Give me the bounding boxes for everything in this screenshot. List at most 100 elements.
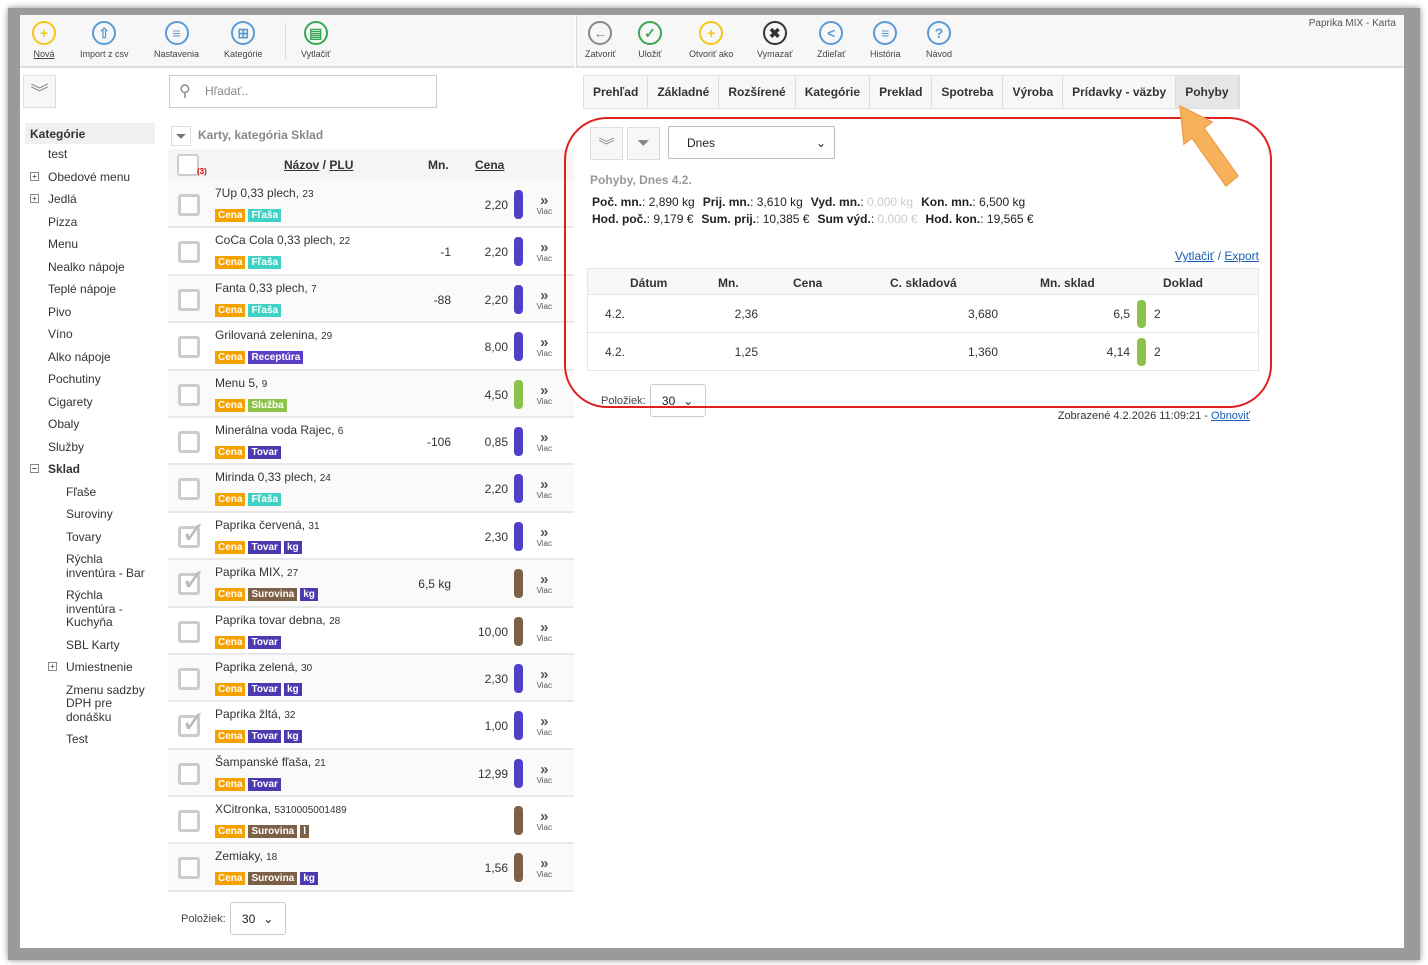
sort-by-plu[interactable]: PLU: [329, 158, 354, 172]
list-item[interactable]: Menu 5, 9 Cena Služba 4,50 » Viac: [168, 370, 574, 418]
toolbar-button-n-vod[interactable]: ? Návod: [926, 21, 952, 59]
select-all-checkbox[interactable]: [177, 154, 199, 176]
more-button[interactable]: » Viac: [537, 288, 552, 311]
toolbar-button-nov-[interactable]: + Nová: [32, 21, 56, 59]
sidebar-item[interactable]: + Jedlá: [25, 189, 155, 212]
list-item[interactable]: Minerálna voda Rajec, 6 Cena Tovar -106 0,85…: [168, 418, 574, 466]
expand-icon[interactable]: +: [30, 171, 39, 181]
period-select[interactable]: Dnes ⌄: [668, 126, 835, 159]
row-checkbox[interactable]: [178, 563, 206, 598]
row-checkbox[interactable]: [178, 810, 200, 833]
print-link[interactable]: Vytlačiť: [1174, 249, 1215, 263]
sidebar-item[interactable]: Fľaše: [25, 482, 155, 505]
tab-spotreba[interactable]: Spotreba: [932, 76, 1004, 108]
row-checkbox[interactable]: [178, 857, 200, 880]
tab-z-kladn-[interactable]: Základné: [648, 76, 720, 108]
sidebar-item[interactable]: Pivo: [25, 302, 155, 325]
sidebar-item[interactable]: Obaly: [25, 414, 155, 437]
list-item[interactable]: Fanta 0,33 plech, 7 Cena Fľaša -88 2,20 » Viac: [168, 275, 574, 324]
list-item[interactable]: XCitronka, 5310005001489 Cena Surovina l » Vi…: [168, 797, 574, 845]
toolbar-button-vytla-i-[interactable]: ▤ Vytlačiť: [301, 21, 331, 59]
more-button[interactable]: » Viac: [537, 714, 552, 737]
sort-by-name[interactable]: Názov: [284, 158, 320, 172]
list-item[interactable]: Šampanské fľaša, 21 Cena Tovar 12,99 » Viac: [168, 749, 574, 798]
row-checkbox[interactable]: [178, 762, 200, 785]
row-checkbox[interactable]: [178, 705, 206, 740]
page-size-select[interactable]: 30 ⌄: [649, 384, 706, 417]
sidebar-item[interactable]: Pochutiny: [25, 369, 155, 392]
list-item[interactable]: Paprika tovar debna, 28 Cena Tovar 10,00 » Vi…: [168, 608, 574, 655]
toolbar-button-zdie-a-[interactable]: < Zdieľať: [817, 21, 846, 59]
expand-icon[interactable]: +: [30, 194, 39, 203]
more-button[interactable]: » Viac: [537, 572, 552, 595]
more-button[interactable]: » Viac: [537, 809, 552, 832]
row-checkbox[interactable]: [178, 194, 200, 216]
movement-row[interactable]: 4.2. 1,25 1,360 4,14 2: [588, 332, 1258, 370]
more-button[interactable]: » Viac: [537, 856, 552, 879]
search-input[interactable]: ⚲ Hľadať..: [169, 75, 437, 108]
sidebar-item[interactable]: Tovary: [25, 527, 155, 550]
list-item[interactable]: Mirinda 0,33 plech, 24 Cena Fľaša 2,20 » Viac: [168, 465, 574, 513]
list-item[interactable]: Zemiaky, 18 Cena Surovina kg 1,56 » Viac: [168, 844, 574, 892]
tab-roz-ren-[interactable]: Rozšírené: [719, 76, 796, 108]
sidebar-item[interactable]: test: [25, 144, 155, 167]
sidebar-item[interactable]: SBL Karty: [25, 635, 155, 658]
sidebar-item[interactable]: Nealko nápoje: [25, 257, 155, 280]
row-checkbox[interactable]: [178, 430, 200, 453]
row-checkbox[interactable]: [178, 667, 200, 690]
sidebar-item[interactable]: Menu: [25, 234, 155, 257]
more-button[interactable]: » Viac: [537, 620, 552, 643]
row-checkbox[interactable]: [178, 516, 206, 551]
list-item[interactable]: 7Up 0,33 plech, 23 Cena Fľaša 2,20 » Viac: [168, 181, 574, 229]
tab-preh-ad[interactable]: Prehľad: [584, 76, 649, 108]
sidebar-item[interactable]: Víno: [25, 324, 155, 347]
toolbar-button-vymaza-[interactable]: ✖ Vymazať: [757, 21, 793, 59]
filter-button[interactable]: ⏷: [627, 127, 660, 160]
list-item[interactable]: Paprika zelená, 30 Cena Tovar kg 2,30 » Viac: [168, 654, 574, 703]
tab-pr-davky-v-zby[interactable]: Prídavky - väzby: [1063, 76, 1177, 108]
more-button[interactable]: » Viac: [537, 667, 552, 690]
sidebar-item[interactable]: Teplé nápoje: [25, 279, 155, 302]
sidebar-item[interactable]: + Obedové menu: [25, 167, 155, 190]
sidebar-item[interactable]: Cigarety: [25, 392, 155, 415]
export-link[interactable]: Export: [1224, 249, 1259, 263]
more-button[interactable]: » Viac: [537, 477, 552, 500]
row-checkbox[interactable]: [178, 288, 200, 311]
more-button[interactable]: » Viac: [537, 193, 552, 216]
sort-by-cena[interactable]: Cena: [475, 158, 505, 172]
page-size-select[interactable]: 30 ⌄: [229, 902, 286, 935]
sidebar-item[interactable]: Alko nápoje: [25, 347, 155, 370]
sidebar-item[interactable]: Rýchla inventúra - Kuchyňa: [25, 585, 155, 635]
tab-kateg-rie[interactable]: Kategórie: [796, 76, 871, 108]
list-item[interactable]: Grilovaná zelenina, 29 Cena Receptúra 8,00 »…: [168, 323, 574, 371]
row-checkbox[interactable]: [178, 383, 200, 406]
sidebar-item[interactable]: Zmenu sadzby DPH pre donášku: [25, 680, 155, 730]
sidebar-item[interactable]: Pizza: [25, 212, 155, 235]
toolbar-button-ulo-i-[interactable]: ✓ Uložiť: [638, 21, 662, 59]
toolbar-button-zatvori-[interactable]: ← Zatvoriť: [585, 21, 616, 59]
sidebar-item[interactable]: Služby: [25, 437, 155, 460]
row-checkbox[interactable]: [178, 336, 200, 359]
more-button[interactable]: » Viac: [537, 240, 552, 263]
row-checkbox[interactable]: [178, 620, 200, 643]
expand-button[interactable]: ︾: [590, 127, 623, 160]
more-button[interactable]: » Viac: [537, 762, 552, 785]
collapse-icon[interactable]: −: [30, 464, 39, 473]
refresh-link[interactable]: Obnoviť: [1211, 410, 1250, 422]
toolbar-button-nastavenia[interactable]: ≡ Nastavenia: [154, 21, 199, 59]
sidebar-item[interactable]: Rýchla inventúra - Bar: [25, 549, 155, 585]
collapse-sidebar-button[interactable]: ︾: [23, 75, 56, 108]
more-button[interactable]: » Viac: [537, 383, 552, 406]
more-button[interactable]: » Viac: [537, 525, 552, 548]
more-button[interactable]: » Viac: [537, 335, 552, 358]
row-checkbox[interactable]: [178, 241, 200, 264]
tab-v-roba[interactable]: Výroba: [1003, 76, 1064, 108]
toolbar-button-otvori-ako[interactable]: + Otvoriť ako: [689, 21, 733, 59]
sidebar-item[interactable]: + Umiestnenie: [25, 657, 155, 680]
sidebar-item[interactable]: Suroviny: [25, 504, 155, 527]
list-item[interactable]: CoCa Cola 0,33 plech, 22 Cena Fľaša -1 2,20 »…: [168, 228, 574, 276]
movement-row[interactable]: 4.2. 2,36 3,680 6,5 2: [588, 294, 1258, 332]
